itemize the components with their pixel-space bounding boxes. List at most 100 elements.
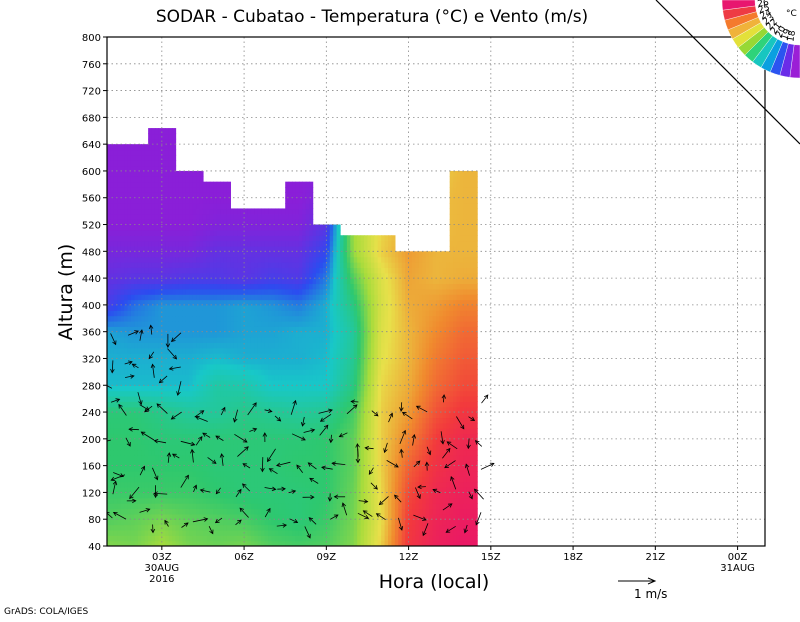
heat-cell xyxy=(196,470,201,477)
heat-cell xyxy=(107,433,112,440)
heat-cell xyxy=(326,540,331,546)
heat-cell xyxy=(223,379,228,386)
heat-cell xyxy=(237,465,242,472)
heat-cell xyxy=(151,358,156,365)
heat-cell xyxy=(261,272,266,279)
heat-cell xyxy=(107,299,112,306)
heat-cell xyxy=(343,278,348,285)
heat-cell xyxy=(107,497,112,504)
heat-cell xyxy=(264,310,269,317)
heat-cell xyxy=(165,251,170,258)
heat-cell xyxy=(134,353,139,360)
heat-cell xyxy=(172,128,177,135)
heat-cell xyxy=(285,240,290,247)
heat-cell xyxy=(264,363,269,370)
heat-cell xyxy=(141,267,146,274)
heat-cell xyxy=(199,513,204,520)
heat-cell xyxy=(137,256,142,263)
heat-cell xyxy=(305,476,310,483)
heat-cell xyxy=(148,278,153,285)
heat-cell xyxy=(172,213,177,220)
heat-cell xyxy=(292,294,297,301)
heat-cell xyxy=(244,315,249,322)
heat-cell xyxy=(302,347,307,354)
heat-cell xyxy=(199,428,204,435)
heat-cell xyxy=(285,487,290,494)
heat-cell xyxy=(233,454,238,461)
heat-cell xyxy=(305,535,310,542)
heat-cell xyxy=(278,428,283,435)
heat-cell xyxy=(206,192,211,199)
heat-cell xyxy=(285,417,290,424)
heat-cell xyxy=(202,240,207,247)
heat-cell xyxy=(161,176,166,183)
heat-cell xyxy=(340,465,345,472)
heat-cell xyxy=(158,390,163,397)
heat-cell xyxy=(346,272,351,279)
heat-cell xyxy=(168,144,173,151)
heat-cell xyxy=(240,422,245,429)
heat-cell xyxy=(336,235,341,242)
heat-cell xyxy=(261,481,266,488)
heat-cell xyxy=(278,369,283,376)
heat-cell xyxy=(134,529,139,536)
heat-cell xyxy=(237,288,242,295)
heat-cell xyxy=(333,535,338,542)
heat-cell xyxy=(329,288,334,295)
heat-cell xyxy=(319,524,324,531)
heat-cell xyxy=(168,165,173,172)
heat-cell xyxy=(141,315,146,322)
heat-cell xyxy=(302,235,307,242)
heat-cell xyxy=(127,267,132,274)
heat-cell xyxy=(165,385,170,392)
heat-cell xyxy=(154,315,160,322)
heat-cell xyxy=(333,503,338,510)
heat-cell xyxy=(110,465,115,472)
heat-cell xyxy=(298,519,303,526)
heat-cell xyxy=(233,406,238,413)
heat-cell xyxy=(165,470,170,477)
heat-cell xyxy=(213,203,218,210)
heat-cell xyxy=(172,144,177,151)
heat-cell xyxy=(154,508,160,515)
heat-cell xyxy=(175,529,180,536)
heat-cell xyxy=(178,304,183,311)
heat-cell xyxy=(107,165,112,172)
heat-cell xyxy=(329,251,334,258)
heat-cell xyxy=(110,331,115,338)
heat-cell xyxy=(281,320,286,327)
heat-cell xyxy=(346,331,351,338)
heat-cell xyxy=(158,304,163,311)
heat-cell xyxy=(353,283,358,290)
heat-cell xyxy=(220,513,225,520)
heat-cell xyxy=(120,374,125,381)
heat-cell xyxy=(189,519,194,526)
heat-cell xyxy=(340,508,345,515)
heat-cell xyxy=(213,288,218,295)
heat-cell xyxy=(144,395,149,402)
heat-cell xyxy=(254,422,259,429)
heat-cell xyxy=(172,412,177,419)
heat-cell xyxy=(350,240,355,247)
heat-cell xyxy=(213,363,218,370)
heat-cell xyxy=(244,251,249,258)
heat-cell xyxy=(333,342,338,349)
heat-cell xyxy=(182,363,187,370)
heat-cell xyxy=(298,283,303,290)
heat-cell xyxy=(117,288,122,295)
heat-cell xyxy=(309,438,314,445)
heat-cell xyxy=(168,181,173,188)
heat-cell xyxy=(268,401,273,408)
heat-cell xyxy=(158,347,163,354)
heat-cell xyxy=(305,310,310,317)
heat-cell xyxy=(268,374,273,381)
heat-cell xyxy=(168,133,173,140)
heat-cell xyxy=(196,395,201,402)
heat-cell xyxy=(161,369,166,376)
heat-cell xyxy=(206,267,211,274)
heat-cell xyxy=(202,331,207,338)
heat-cell xyxy=(271,524,276,531)
heat-cell xyxy=(295,401,300,408)
heat-cell xyxy=(340,406,345,413)
heat-cell xyxy=(340,272,345,279)
